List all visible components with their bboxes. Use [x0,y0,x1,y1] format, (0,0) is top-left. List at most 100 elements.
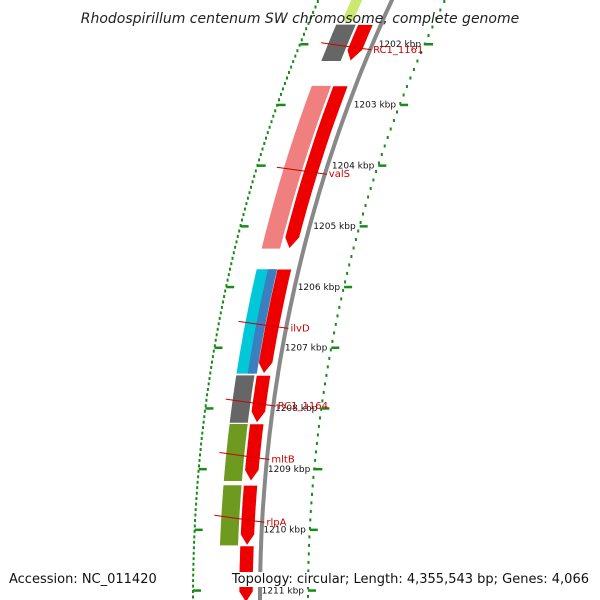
outer-dot [223,295,226,298]
outer-dot [309,16,312,20]
outer-dot [201,431,204,435]
outer-dot [213,344,216,348]
outer-dot [259,153,262,156]
scale-dot [346,271,349,275]
outer-dot [245,202,248,206]
scale-tick-label: 1206 kbp [298,283,341,293]
scale-dot [319,416,321,420]
outer-dot [298,43,301,47]
scale-dot [307,569,310,573]
outer-dot [195,491,198,495]
scale-tick [378,164,387,167]
scale-dot [416,59,419,63]
partial-gene [342,0,363,21]
scale-dot [307,594,309,598]
gene-label: RC1_1164 [278,401,328,412]
outer-dot [206,387,209,391]
outer-dot [196,480,199,484]
cds-arrow [244,423,265,482]
outer-tick [193,589,201,592]
outer-dot [192,573,195,577]
scale-tick [309,528,318,532]
outer-dot [211,360,213,364]
outer-dot [300,38,303,42]
scale-dot [364,204,367,207]
scale-dot [338,305,341,309]
gene-leader-line [321,42,372,51]
scale-dot [443,0,446,3]
scale-dot [317,424,320,428]
gene-block [321,24,356,62]
scale-tick [359,225,368,228]
outer-dot [286,76,288,80]
scale-tick [425,43,434,46]
outer-dot [203,409,206,413]
scale-dot [375,170,378,173]
outer-dot [312,10,315,14]
scale-dot [383,144,386,148]
scale-tick [344,285,353,289]
outer-dot [199,448,202,451]
outer-dot [192,595,194,599]
scale-dot [386,136,389,139]
outer-dot [270,120,273,124]
scale-tick-label: 1209 kbp [268,465,311,475]
outer-dot [207,382,210,386]
outer-dot [198,458,201,462]
outer-dot [292,60,295,64]
outer-dot [204,404,207,408]
gene-label: ilvD [291,323,310,334]
outer-dot [268,125,271,129]
scale-tick-label: 1210 kbp [263,526,306,536]
map-title: Rhodospirillum centenum SW chromosome, c… [81,11,520,27]
gene-leader-line [225,398,276,407]
scale-dot [308,535,311,539]
outer-dot [263,142,266,145]
outer-dot [210,366,213,369]
scale-dot [315,441,318,445]
outer-dot [303,32,305,36]
scale-dot [399,102,402,105]
scale-dot [328,356,331,360]
scale-tick-label: 1203 kbp [354,101,397,111]
outer-dot [192,584,195,588]
outer-dot [261,147,264,151]
outer-dot [192,546,195,550]
scale-dot [357,229,360,233]
outer-dot [266,131,269,135]
gene-label: valS [329,169,350,180]
outer-tick [214,346,223,349]
scale-dot [311,484,314,488]
scale-tick-label: 1207 kbp [285,344,328,354]
scale-dot [409,76,412,80]
scale-dot [307,552,310,556]
outer-dot [193,524,196,528]
outer-dot [222,300,224,304]
scale-dot [326,365,329,369]
outer-dot [197,475,200,479]
scale-dot [362,212,364,216]
cds-arrow [284,85,349,250]
scale-dot [309,509,312,513]
outer-dot [206,393,209,397]
scale-dot [439,8,442,12]
scale-dot [320,407,323,411]
outer-dot [229,267,231,271]
scale-dot [308,543,311,547]
scale-dot [350,255,353,258]
label-layer: RC1_1161 valS ilvD RC1_1164 mltB rlpA [214,42,423,528]
scale-tick [400,103,409,107]
outer-tick [198,467,207,471]
scale-tick-label: 1204 kbp [332,161,375,171]
scale-dot [367,195,370,199]
outer-dot [215,333,218,337]
outer-dot [246,196,249,200]
outer-tick [226,285,235,289]
scale-dot [309,518,312,522]
outer-dot [205,398,208,402]
outer-dot [218,316,221,320]
outer-dot [305,27,308,31]
scale-dot [402,93,405,97]
outer-dot [231,256,234,260]
outer-dot [193,535,196,539]
